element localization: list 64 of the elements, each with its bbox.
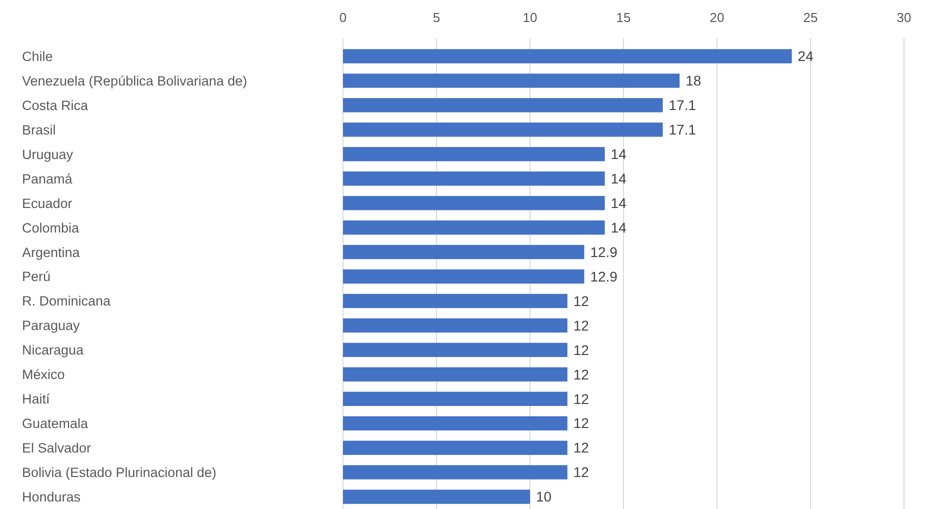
y-tick-label: Ecuador (22, 196, 73, 211)
y-tick-label: Nicaragua (22, 342, 84, 358)
y-tick-label: Paraguay (22, 318, 80, 334)
bar (343, 490, 530, 504)
y-tick-label: Guatemala (22, 416, 89, 432)
x-tick-label: 30 (896, 10, 912, 25)
data-label: 14 (610, 219, 627, 236)
data-label: 12 (573, 292, 590, 309)
y-tick-label: El Salvador (22, 440, 92, 456)
y-tick-label: Perú (22, 269, 51, 284)
y-tick-label: Colombia (22, 220, 80, 236)
bar (343, 392, 568, 406)
bar (343, 98, 663, 112)
y-tick-label: Uruguay (22, 146, 74, 162)
data-label: 12 (573, 317, 590, 334)
bar (343, 220, 605, 235)
bar (343, 196, 605, 210)
x-tick-label: 0 (339, 10, 347, 25)
bar (343, 49, 792, 64)
data-label: 12.9 (590, 268, 618, 284)
y-tick-label: R. Dominicana (22, 294, 112, 309)
data-label: 12 (573, 464, 590, 480)
data-label: 12 (573, 415, 590, 432)
data-label: 18 (686, 72, 702, 89)
data-label: 10 (536, 488, 552, 505)
bar (343, 294, 568, 308)
data-label: 12.9 (590, 244, 618, 260)
bar (343, 244, 584, 260)
y-tick-label: Honduras (22, 489, 81, 504)
data-label: 12 (573, 390, 590, 407)
bar (343, 318, 568, 333)
y-tick-label: Costa Rica (22, 98, 89, 113)
bar (343, 74, 680, 88)
bar (343, 147, 605, 162)
y-tick-label: Bolivia (Estado Plurinacional de) (22, 465, 216, 480)
y-tick-label: Chile (22, 48, 53, 64)
bar (343, 465, 568, 480)
bar (343, 416, 568, 430)
data-label: 17.1 (668, 122, 696, 138)
bar (343, 440, 568, 455)
y-tick-label: Panamá (22, 171, 73, 186)
y-tick-label: Venezuela (República Bolivariana de) (22, 73, 248, 88)
data-label: 12 (573, 440, 590, 456)
y-tick-label: México (22, 367, 65, 382)
y-tick-label: Argentina (22, 244, 80, 260)
x-tick-label: 15 (616, 10, 631, 25)
data-label: 17.1 (668, 97, 696, 114)
data-label: 14 (610, 194, 627, 211)
bar (343, 367, 568, 382)
data-label: 12 (573, 342, 590, 358)
bar (343, 122, 663, 137)
x-tick-label: 5 (432, 10, 440, 25)
bar (343, 172, 605, 186)
bar (343, 342, 568, 358)
bar (343, 269, 584, 284)
x-tick-label: 25 (803, 10, 818, 25)
y-tick-label: Haití (22, 392, 50, 407)
data-label: 24 (798, 48, 814, 64)
y-tick-label: Brasil (22, 122, 56, 138)
data-label: 12 (573, 366, 590, 382)
data-label: 14 (610, 146, 627, 162)
x-tick-label: 20 (710, 10, 724, 25)
x-tick-label: 10 (522, 10, 538, 25)
data-label: 14 (610, 170, 627, 187)
